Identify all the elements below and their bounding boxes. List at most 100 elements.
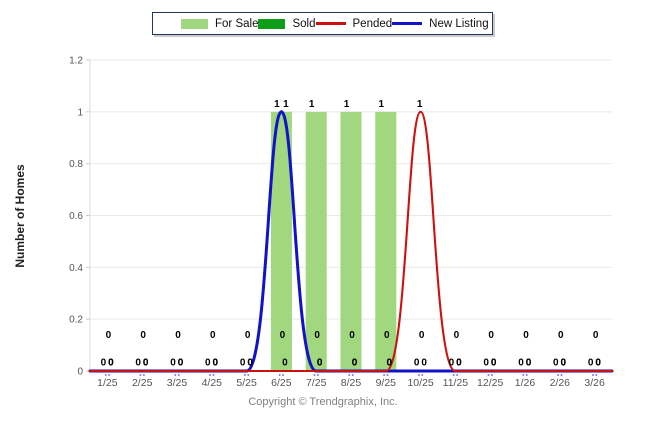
pended-label: 0 [561,358,567,369]
for-sale-label: 0 [101,358,107,369]
new-listing-label: 0 [456,358,462,369]
sold-label: 0 [558,330,564,341]
sold-swatch-icon [258,18,286,29]
y-tick-label: 1.2 [69,56,83,67]
x-tick-label: 6/25 [271,377,292,389]
bar-for-sale [375,111,397,371]
x-tick-label: 5/25 [236,377,257,389]
new-listing-label: 0 [143,358,149,369]
sold-label: 0 [349,330,355,341]
for-sale-label: 0 [553,358,559,369]
pended-label: 0 [456,358,462,369]
new-listing-label: 0 [352,358,358,369]
for-sale-swatch-icon [181,18,208,29]
pended-label: 0 [387,358,393,369]
x-tick-label: 10/25 [407,377,433,389]
new-listing-label: 0 [317,358,323,369]
for-sale-label: 0 [414,358,420,369]
sold-label: 0 [593,330,599,341]
new-listing-label: 0 [178,358,184,369]
y-tick-label: 0.8 [69,159,83,170]
sold-label: 0 [140,330,146,341]
new-listing-label: 0 [421,358,427,369]
new-listing-label: 0 [213,358,219,369]
pended-label: 0 [352,358,358,369]
sold-label: 0 [454,330,460,341]
sold-label: 0 [210,330,216,341]
for-sale-label: 0 [240,358,246,369]
sold-label: 0 [523,330,529,341]
copyright-text: Copyright © Trendgraphix, Inc. [248,396,398,408]
new-listing-label: 1 [283,99,289,110]
pended-label: 1 [417,99,423,110]
y-tick-label: 0.4 [69,263,83,274]
sold-label: 0 [314,330,320,341]
x-tick-label: 12/25 [477,377,503,389]
bar-for-sale [270,111,292,371]
legend-label-pended: Pended [352,17,393,30]
x-tick-label: 3/26 [584,377,605,389]
bar-for-sale [305,111,327,371]
y-axis-title: Number of Homes [13,164,27,268]
sold-label: 0 [488,330,494,341]
sold-label: 0 [280,330,286,341]
y-tick-label: 1 [77,107,83,118]
x-tick-label: 4/25 [202,377,223,389]
for-sale-label: 0 [449,358,455,369]
legend-label-new-listing: New Listing [429,17,489,30]
new-listing-label: 0 [491,358,497,369]
pended-swatch-icon [315,22,346,25]
x-tick-label: 1/25 [97,377,118,389]
pended-label: 0 [108,358,114,369]
sold-label: 0 [419,330,425,341]
legend-item-new-listing: New Listing [392,17,489,30]
for-sale-label: 0 [205,358,211,369]
sold-label: 0 [175,330,181,341]
pended-label: 0 [213,358,219,369]
x-tick-label: 1/26 [515,377,536,389]
legend-label-sold: Sold [292,17,316,30]
x-tick-label: 3/25 [167,377,188,389]
pended-label: 0 [282,358,288,369]
y-tick-label: 0 [77,367,83,378]
new-listing-line [88,110,614,373]
for-sale-label: 0 [483,358,489,369]
for-sale-label: 1 [274,99,280,110]
legend-item-for-sale: For Sale [181,18,258,30]
legend-item-pended: Pended [315,17,393,30]
for-sale-label: 1 [379,99,385,110]
legend-item-sold: Sold [258,17,316,30]
pended-label: 0 [526,358,532,369]
x-tick-label: 2/26 [550,377,571,389]
legend-label-for-sale: For Sale [215,17,259,30]
x-tick-label: 11/25 [443,377,469,389]
new-listing-swatch-icon [392,22,423,25]
for-sale-label: 0 [518,358,524,369]
pended-label: 0 [595,358,601,369]
pended-label: 0 [491,358,497,369]
new-listing-label: 0 [561,358,567,369]
for-sale-label: 1 [344,99,350,110]
sold-label: 0 [384,330,390,341]
for-sale-label: 0 [588,358,594,369]
for-sale-label: 0 [135,358,141,369]
new-listing-label: 0 [247,358,253,369]
pended-label: 0 [178,358,184,369]
y-tick-label: 0.2 [69,315,83,326]
for-sale-label: 0 [170,358,176,369]
x-tick-label: 8/25 [341,377,362,389]
x-tick-label: 2/25 [132,377,153,389]
pended-label: 0 [247,358,253,369]
legend: For Sale Sold Pended New Listing [152,12,493,35]
sold-label: 0 [245,330,251,341]
pended-line [88,110,614,373]
x-tick-label: 9/25 [376,377,397,389]
bar-for-sale [340,111,362,371]
sold-label: 0 [106,330,112,341]
new-listing-label: 0 [108,358,114,369]
new-listing-label: 0 [387,358,393,369]
new-listing-label: 0 [595,358,601,369]
for-sale-label: 1 [309,99,315,110]
